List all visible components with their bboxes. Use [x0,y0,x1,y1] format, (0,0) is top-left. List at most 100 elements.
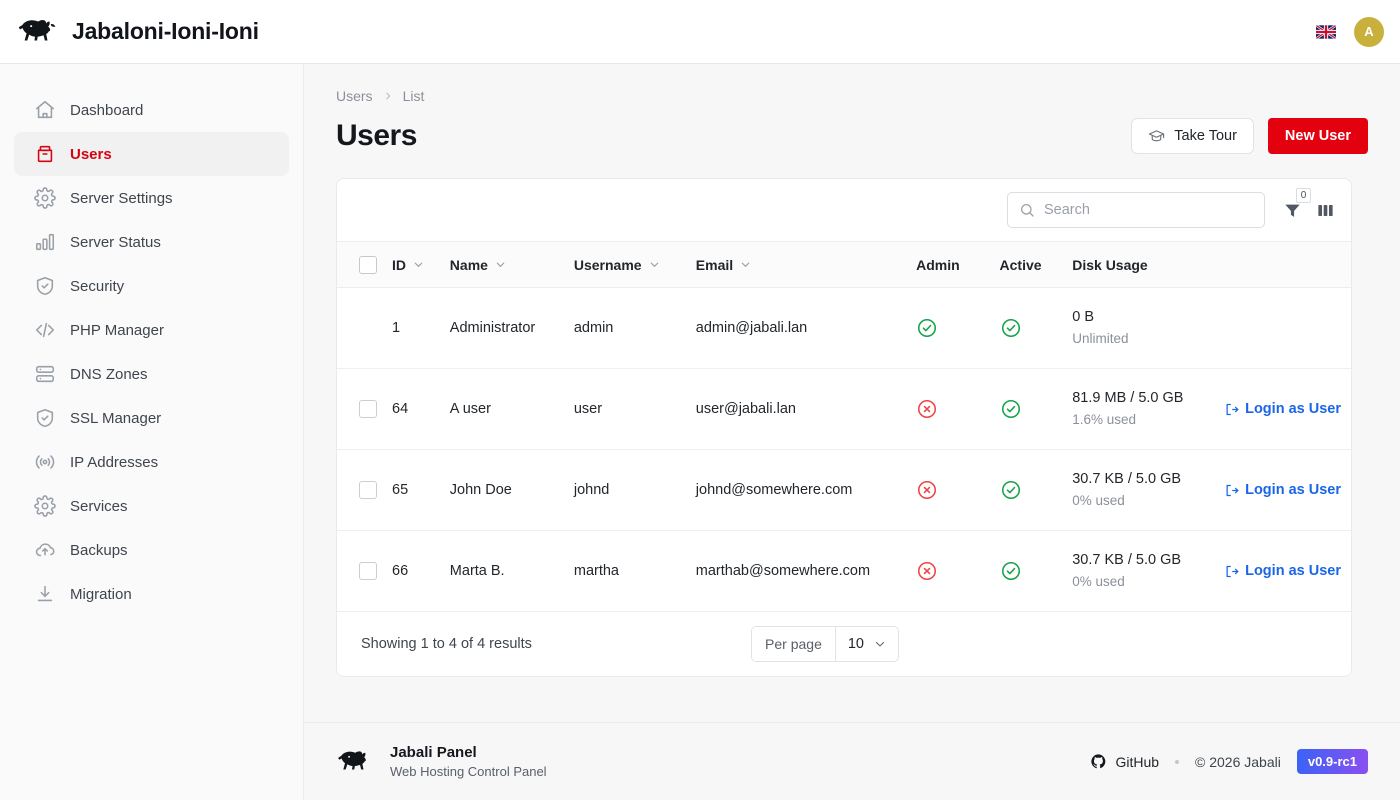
sidebar-item-services[interactable]: Services [14,484,289,528]
disk-used: 81.9 MB / 5.0 GB [1072,389,1184,406]
sidebar-item-security[interactable]: Security [14,264,289,308]
th-id[interactable]: ID [384,241,442,288]
sidebar-item-users[interactable]: Users [14,132,289,176]
footer-app-subtitle: Web Hosting Control Panel [390,763,547,779]
filter-count-badge: 0 [1296,187,1311,203]
table-row: 65 John Doe johnd johnd@somewhere.com [337,449,1351,531]
table-header-row: ID Name [337,241,1351,288]
cell-active [991,449,1065,531]
github-link[interactable]: GitHub [1090,753,1159,770]
page-actions: Take Tour New User [1131,118,1368,154]
gear-icon [34,495,56,517]
check-circle-icon [1001,318,1020,338]
sidebar-item-label: SSL Manager [70,409,162,427]
brand[interactable]: Jabaloni-Ioni-Ioni [18,15,259,49]
th-disk-usage: Disk Usage [1064,241,1217,288]
new-user-button[interactable]: New User [1267,118,1368,154]
table-scroll-area[interactable]: ID Name [337,241,1351,612]
take-tour-button[interactable]: Take Tour [1131,118,1254,154]
row-checkbox[interactable] [359,481,377,499]
table-body: 1 Administrator admin admin@jabali.lan [337,287,1351,612]
sidebar-item-dashboard[interactable]: Dashboard [14,88,289,132]
th-email-label: Email [695,256,734,273]
cell-email: admin@jabali.lan [687,287,909,369]
check-circle-icon [1001,480,1020,500]
login-as-user-action[interactable]: Login as User [1224,401,1341,417]
check-circle-icon [918,318,937,338]
sidebar-item-server-status[interactable]: Server Status [14,220,289,264]
cell-admin [908,449,992,531]
disk-note: 0% used [1072,492,1125,508]
table-head: ID Name [337,241,1351,288]
select-all-checkbox[interactable] [359,255,377,274]
cell-email: johnd@somewhere.com [687,449,909,531]
login-as-user-action[interactable]: Login as User [1224,563,1341,579]
chevron-down-icon [496,262,505,267]
breadcrumb: Users List [336,88,1368,104]
chevron-down-icon [875,641,885,647]
sidebar-item-backups[interactable]: Backups [14,528,289,572]
sidebar-item-label: Security [70,277,125,295]
sidebar-item-dns-zones[interactable]: DNS Zones [14,352,289,396]
columns-button[interactable] [1316,201,1335,220]
sidebar-item-server-settings[interactable]: Server Settings [14,176,289,220]
cell-name: Marta B. [441,530,566,612]
cell-id: 1 [384,287,442,369]
filter-button[interactable]: 0 [1283,187,1311,220]
cell-username: martha [565,530,688,612]
shield-check-icon [36,276,54,296]
cell-email: marthab@somewhere.com [687,530,909,612]
cell-admin [908,530,992,612]
cloud-upload-icon [35,543,55,557]
per-page-value: 10 [847,636,864,652]
sidebar-item-label: Services [70,497,128,515]
th-name[interactable]: Name [441,241,566,288]
sidebar-item-php-manager[interactable]: PHP Manager [14,308,289,352]
breadcrumb-users[interactable]: Users [336,88,373,104]
cell-disk-usage: 0 B Unlimited [1064,287,1217,369]
row-checkbox[interactable] [359,400,377,418]
search-icon [1021,204,1034,217]
x-circle-icon [918,399,937,419]
sidebar-item-migration[interactable]: Migration [14,572,289,616]
footer-brand: Jabali Panel Web Hosting Control Panel [336,742,547,781]
boar-logo [338,750,366,769]
sidebar-item-label: Server Status [70,233,161,251]
footer-app-name: Jabali Panel [390,743,477,761]
footer-right: GitHub © 2026 Jabali v0.9-rc1 [1090,749,1368,774]
per-page-select[interactable]: 10 [835,627,898,661]
row-checkbox[interactable] [359,562,377,580]
sidebar: Dashboard Users Server Settings [0,64,304,800]
search-input[interactable] [1007,192,1265,228]
sidebar-item-ip-addresses[interactable]: IP Addresses [14,440,289,484]
table-row: 66 Marta B. martha marthab@somewhere.com [337,530,1351,612]
check-circle-icon [1001,399,1020,419]
search-wrapper [1007,192,1265,228]
chevron-down-icon [741,262,750,267]
cell-id: 66 [384,530,442,612]
boar-logo [18,19,56,40]
brand-title: Jabaloni-Ioni-Ioni [72,18,259,44]
th-username-label: Username [573,256,642,273]
cell-actions: Login as User Edit [1216,368,1351,450]
cell-name: Administrator [441,287,566,369]
chevron-down-icon [650,262,658,267]
page-footer: Jabali Panel Web Hosting Control Panel G… [304,722,1400,800]
gear-icon [34,187,56,209]
code-brackets-icon [35,322,55,338]
login-as-user-action[interactable]: Login as User [1224,482,1341,498]
breadcrumb-list[interactable]: List [402,88,425,104]
th-email[interactable]: Email [687,241,909,288]
row-select-cell [337,368,385,450]
funnel-icon [1285,204,1300,217]
sidebar-item-ssl-manager[interactable]: SSL Manager [14,396,289,440]
per-page-control: Per page 10 [751,626,899,662]
th-username[interactable]: Username [565,241,688,288]
copyright: © 2026 Jabali [1195,753,1281,770]
download-icon [37,585,53,602]
login-as-user-label: Login as User [1245,482,1341,498]
table-row: 64 A user user user@jabali.lan [337,368,1351,450]
cell-active [991,287,1065,369]
avatar[interactable]: A [1354,16,1384,47]
uk-flag-icon[interactable] [1316,24,1336,39]
